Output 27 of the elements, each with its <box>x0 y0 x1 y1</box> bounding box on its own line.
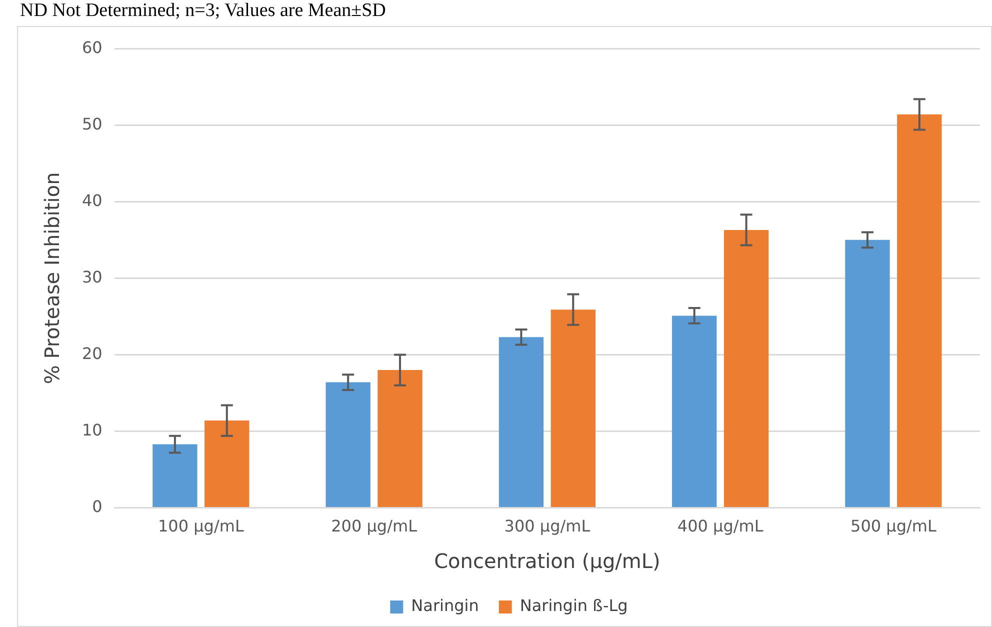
legend-label: Naringin ß-Lg <box>520 596 628 616</box>
text: ND Not Determined; n=3; Values are Mean±SD <box>20 0 386 22</box>
x-tick-label: 400 µg/mL <box>677 516 764 536</box>
y-tick-label: 10 <box>82 420 102 440</box>
bar <box>498 337 544 508</box>
bar <box>897 114 942 508</box>
bar <box>724 230 769 508</box>
y-tick-label: 60 <box>82 38 102 57</box>
y-tick-label: 0 <box>92 496 102 516</box>
bar <box>550 310 596 508</box>
x-tick-label: 100 µg/mL <box>158 516 244 536</box>
y-tick-label: 20 <box>82 344 102 363</box>
bar <box>378 370 422 508</box>
bar <box>204 420 250 508</box>
legend-label: Naringin <box>411 596 479 616</box>
x-tick-label: 300 µg/mL <box>504 516 590 536</box>
x-tick-label: 200 µg/mL <box>331 516 418 536</box>
bar <box>672 316 717 508</box>
bar <box>326 382 370 508</box>
bar <box>152 444 198 508</box>
y-tick-label: 50 <box>82 114 102 134</box>
y-axis-title: % Protease Inhibition <box>40 172 64 384</box>
x-tick-label: 500 µg/mL <box>850 516 936 536</box>
x-axis-title: Concentration (µg/mL) <box>434 549 660 574</box>
bar <box>845 240 890 508</box>
y-tick-label: 40 <box>82 190 102 210</box>
y-tick-label: 30 <box>82 267 102 286</box>
